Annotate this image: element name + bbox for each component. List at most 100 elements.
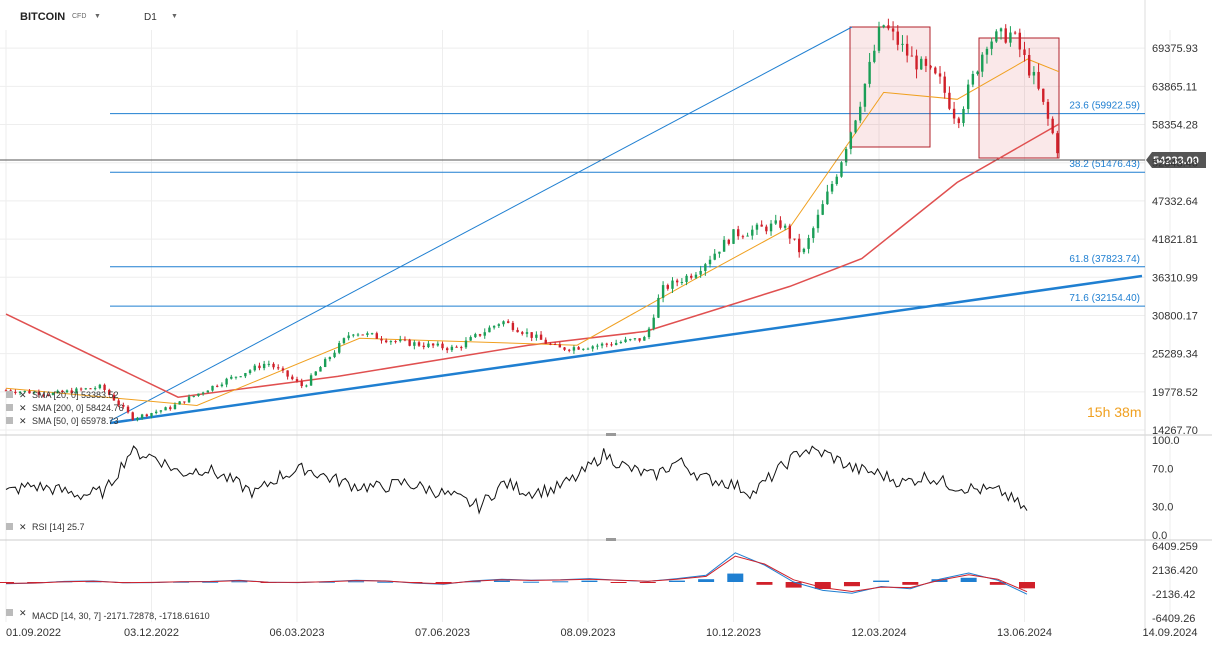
- price-tick-label: 41821.81: [1152, 234, 1198, 246]
- price-tick-label: 30800.17: [1152, 310, 1198, 322]
- chart-toolbar: BITCOIN CFD ▼ D1 ▼: [0, 0, 1212, 34]
- price-tick-label: 63865.11: [1152, 81, 1197, 93]
- fib-anchor-line[interactable]: [109, 26, 853, 422]
- candle-body: [154, 411, 158, 414]
- candle-body: [375, 333, 378, 339]
- price-tick-label: 14267.70: [1152, 425, 1198, 437]
- candle-body: [4, 390, 8, 392]
- candle-body: [647, 328, 651, 338]
- macd-histogram-bar: [231, 581, 248, 583]
- legend-sma50-text: SMA [50, 0] 65978.73: [32, 416, 119, 426]
- symbol-name[interactable]: BITCOIN: [20, 11, 66, 23]
- macd-histogram-bar: [27, 582, 44, 583]
- candle-body: [352, 334, 355, 336]
- candle-body: [1018, 32, 1022, 50]
- candle-body: [812, 228, 815, 239]
- legend-sma50[interactable]: ✕ SMA [50, 0] 65978.73: [6, 416, 119, 426]
- candle-body: [370, 333, 374, 335]
- time-tick-label: 03.12.2022: [124, 627, 179, 639]
- candle-body: [924, 58, 928, 66]
- candle-body: [384, 340, 388, 343]
- candle-body: [286, 370, 289, 377]
- candle-body: [943, 76, 946, 93]
- candle-body: [197, 393, 200, 396]
- candle-body: [366, 333, 369, 335]
- candle-body: [614, 342, 618, 345]
- highlight-box-2[interactable]: [978, 37, 1060, 159]
- candle-body: [793, 238, 796, 240]
- macd-histogram-bar: [1019, 582, 1035, 589]
- candle-body: [150, 413, 153, 417]
- time-tick-label: 13.06.2024: [997, 627, 1052, 639]
- macd-histogram-bar: [464, 581, 481, 583]
- legend-rsi[interactable]: ✕ RSI [14] 25.7: [6, 522, 85, 532]
- timeframe-selector[interactable]: D1: [144, 12, 157, 23]
- macd-histogram-bar: [552, 581, 569, 583]
- candle-body: [32, 392, 36, 394]
- candle-body: [769, 223, 773, 232]
- candle-body: [18, 391, 22, 394]
- candle-body: [84, 388, 87, 390]
- candle-body: [661, 285, 665, 298]
- rsi-panel-handle[interactable]: [606, 433, 616, 436]
- candle-body: [333, 352, 336, 358]
- countdown-minutes-unit: m: [1129, 404, 1142, 420]
- candle-body: [1037, 71, 1040, 89]
- candle-body: [403, 339, 407, 341]
- candle-body: [497, 324, 501, 326]
- candle-body: [624, 339, 627, 343]
- legend-sma20[interactable]: ✕ SMA [20, 0] 53383.52: [6, 390, 119, 400]
- candle-body: [65, 390, 69, 393]
- candle-body: [530, 332, 533, 338]
- legend-sma200[interactable]: ✕ SMA [200, 0] 58424.76: [6, 403, 124, 413]
- macd-panel-handle[interactable]: [606, 538, 616, 541]
- candle-body: [948, 92, 951, 109]
- rsi-line: [5, 445, 1028, 515]
- time-tick-label: 06.03.2023: [269, 627, 324, 639]
- candle-body: [98, 384, 102, 389]
- candle-body: [492, 325, 496, 328]
- candle-body: [568, 349, 571, 351]
- macd-histogram-bar: [202, 581, 219, 583]
- candle-body: [765, 226, 768, 232]
- candle-body: [159, 410, 163, 412]
- candle-body: [563, 347, 566, 350]
- candle-body: [854, 120, 857, 133]
- candle-body: [577, 347, 580, 350]
- candle-body: [173, 404, 177, 410]
- candle-body: [985, 48, 989, 55]
- highlight-box-1[interactable]: [849, 26, 931, 148]
- candle-body: [1027, 55, 1031, 76]
- macd-histogram-bar: [785, 582, 802, 588]
- candle-body: [380, 338, 383, 341]
- macd-histogram-bar: [85, 581, 102, 583]
- candle-body: [291, 376, 294, 380]
- price-tick-label: 47332.64: [1152, 196, 1198, 208]
- price-tick-label: 69375.93: [1152, 43, 1198, 55]
- symbol-dropdown-icon[interactable]: ▼: [94, 13, 101, 20]
- candle-body: [89, 388, 92, 390]
- legend-macd[interactable]: ✕ MACD [14, 30, 7] -2171.72878, -1718.61…: [6, 608, 210, 621]
- rsi-tick-label: 100.0: [1152, 435, 1180, 447]
- candle-body: [619, 342, 623, 344]
- candle-body: [802, 248, 806, 253]
- current-price-tag[interactable]: 54233.00: [1146, 152, 1206, 168]
- fibonacci-levels[interactable]: 23.6 (59922.59) 38.2 (51476.43) 61.8 (3782…: [110, 101, 1145, 307]
- symbol-type: CFD: [72, 13, 87, 20]
- candle-body: [295, 379, 299, 382]
- candle-body: [169, 407, 172, 410]
- candle-body: [75, 388, 78, 394]
- fib-level-label: 23.6 (59922.59): [1069, 101, 1140, 112]
- macd-histogram-bar: [377, 581, 394, 583]
- candle-body: [248, 370, 252, 374]
- macd-histogram-bar: [639, 582, 656, 583]
- support-trendline[interactable]: [109, 274, 1143, 425]
- candle-body: [629, 339, 632, 341]
- time-tick-label: 14.09.2024: [1142, 627, 1197, 639]
- candle-body: [187, 396, 191, 403]
- macd-histogram-bar: [0, 582, 14, 583]
- timeframe-dropdown-icon[interactable]: ▼: [171, 13, 178, 20]
- time-tick-label: 07.06.2023: [415, 627, 470, 639]
- macd-histogram-bar: [698, 579, 715, 582]
